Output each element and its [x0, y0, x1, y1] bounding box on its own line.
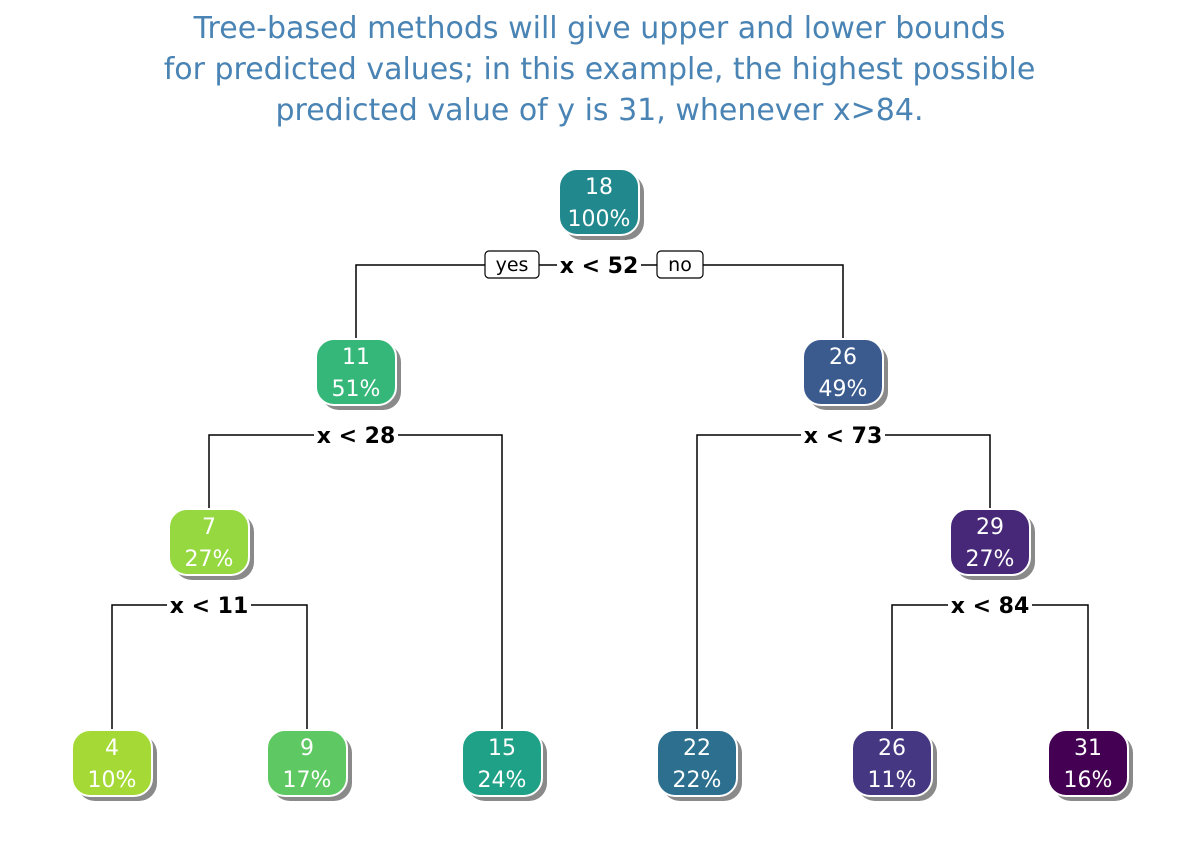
node-percent: 27%	[185, 547, 234, 572]
yes-branch-label: yes	[484, 250, 540, 279]
node-box	[851, 729, 933, 797]
title-line-3: predicted value of y is 31, whenever x>8…	[275, 93, 924, 128]
split-label-background	[557, 252, 641, 278]
node-percent: 49%	[819, 377, 868, 402]
tree-edge	[111, 604, 308, 730]
no-label-box	[656, 250, 704, 279]
node-value: 11	[342, 345, 370, 370]
split-label-background	[314, 422, 398, 448]
node-percent: 51%	[332, 377, 381, 402]
split-label: x < 11	[170, 594, 249, 619]
tree-edge	[891, 604, 1089, 730]
node-box	[315, 338, 397, 406]
tree-edge	[208, 434, 503, 730]
node-percent: 100%	[568, 207, 631, 232]
node-value: 9	[300, 736, 314, 761]
node-box	[461, 729, 543, 797]
no-branch-label: no	[656, 250, 704, 279]
node-value: 15	[488, 736, 516, 761]
node-value: 18	[585, 175, 613, 200]
node-percent: 17%	[283, 768, 332, 793]
split-label-background	[948, 592, 1032, 618]
node-percent: 10%	[88, 768, 137, 793]
node-value: 31	[1074, 736, 1102, 761]
split-label: x < 84	[951, 594, 1030, 619]
tree-node: 410%	[71, 729, 157, 801]
split-label: x < 73	[804, 424, 883, 449]
split-label-background	[801, 422, 885, 448]
no-label-text: no	[668, 254, 692, 276]
node-value: 4	[105, 736, 119, 761]
tree-node: 727%	[168, 508, 254, 580]
node-percent: 22%	[673, 768, 722, 793]
node-box	[656, 729, 738, 797]
yes-label-text: yes	[496, 254, 529, 276]
node-value: 26	[829, 345, 857, 370]
page-title: Tree-based methods will give upper and l…	[0, 8, 1199, 131]
node-box	[802, 338, 884, 406]
tree-edge	[696, 434, 991, 730]
node-value: 22	[683, 736, 711, 761]
node-percent: 27%	[966, 547, 1015, 572]
node-percent: 11%	[868, 768, 917, 793]
node-box	[1047, 729, 1129, 797]
tree-edges	[111, 264, 1089, 730]
split-label: x < 52	[560, 254, 639, 279]
node-percent: 24%	[478, 768, 527, 793]
node-box	[71, 729, 153, 797]
node-percent: 16%	[1064, 768, 1113, 793]
tree-node: 18 100%	[558, 168, 644, 240]
yes-label-box	[484, 250, 540, 279]
node-box	[266, 729, 348, 797]
tree-nodes: 18100%1151%2649%727%2927%410%917%1524%22…	[71, 168, 1133, 801]
tree-node: 917%	[266, 729, 352, 801]
node-box	[558, 168, 640, 236]
node-box	[949, 508, 1031, 576]
node-value: 29	[976, 515, 1004, 540]
split-label: x < 28	[317, 424, 396, 449]
node-value: 7	[202, 515, 216, 540]
split-label-background	[167, 592, 251, 618]
title-line-1: Tree-based methods will give upper and l…	[193, 11, 1006, 46]
node-box	[168, 508, 250, 576]
node-value: 26	[878, 736, 906, 761]
title-line-2: for predicted values; in this example, t…	[163, 52, 1036, 87]
tree-split-labels: x < 52 x < 28 x < 73 x < 11 x < 84 yes no	[167, 250, 1032, 619]
